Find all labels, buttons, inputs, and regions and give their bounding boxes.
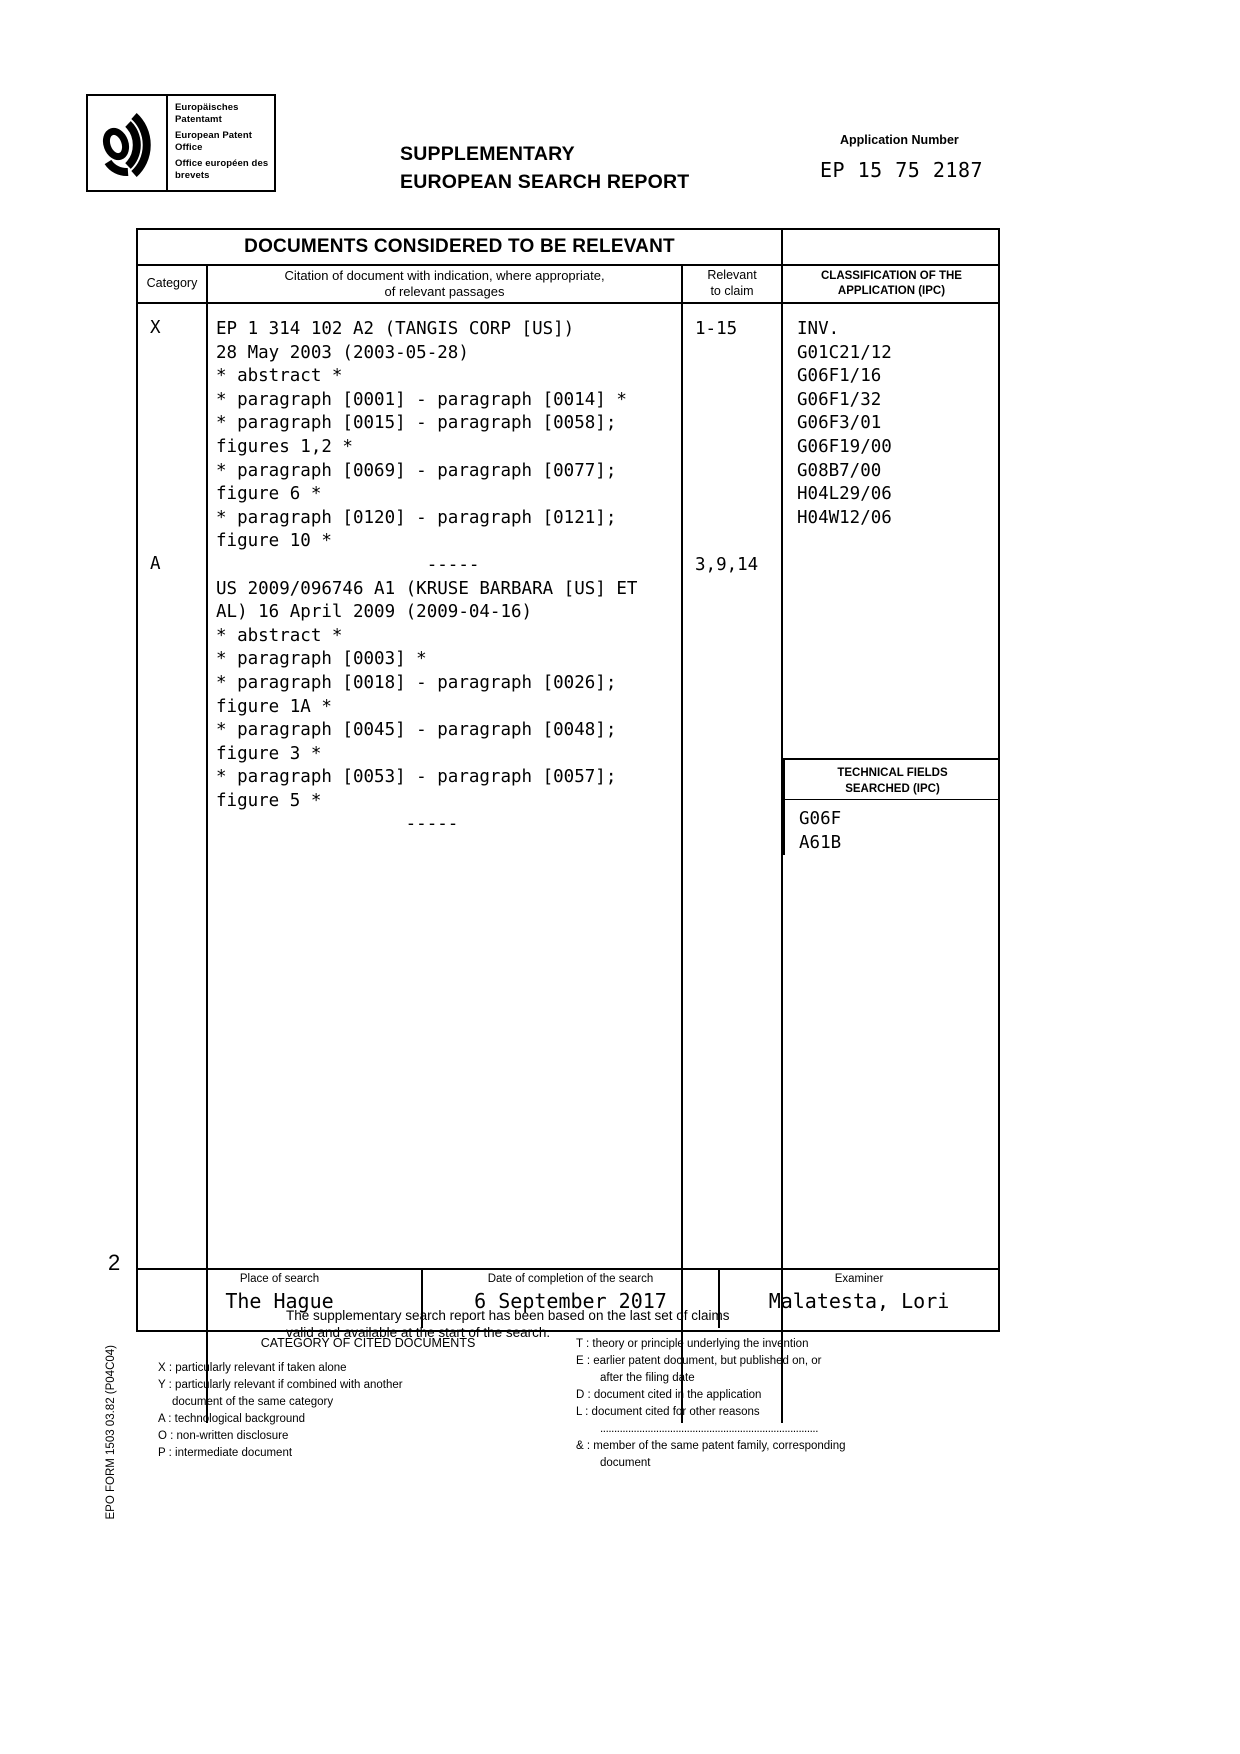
legend-item: X : particularly relevant if taken alone bbox=[158, 1360, 578, 1377]
ipc-classification-codes: INV. G01C21/12 G06F1/16 G06F1/32 G06F3/0… bbox=[797, 318, 892, 530]
report-title-line2: EUROPEAN SEARCH REPORT bbox=[400, 168, 800, 196]
place-of-search-cell: Place of search The Hague bbox=[138, 1270, 423, 1328]
column-header-classification-line2: APPLICATION (IPC) bbox=[821, 284, 962, 299]
examiner-cell: Examiner Malatesta, Lori bbox=[720, 1270, 998, 1328]
logo-text-de: Europäisches Patentamt bbox=[175, 102, 274, 125]
legend-item: & : member of the same patent family, co… bbox=[576, 1438, 996, 1455]
page-header: Europäisches Patentamt European Patent O… bbox=[0, 88, 1240, 198]
technical-fields-box: TECHNICAL FIELDS SEARCHED (IPC) G06F A61… bbox=[783, 758, 1000, 855]
technical-fields-header-line2: SEARCHED (IPC) bbox=[785, 782, 1000, 798]
legend-item: E : earlier patent document, but publish… bbox=[576, 1353, 996, 1370]
citation-text: EP 1 314 102 A2 (TANGIS CORP [US]) 28 Ma… bbox=[216, 318, 637, 837]
report-title-line1: SUPPLEMENTARY bbox=[400, 140, 800, 168]
classification-column: INV. G01C21/12 G06F1/16 G06F1/32 G06F3/0… bbox=[783, 304, 1000, 1423]
column-header-citation: Citation of document with indication, wh… bbox=[208, 266, 683, 304]
column-header-classification: CLASSIFICATION OF THE APPLICATION (IPC) bbox=[783, 266, 1000, 304]
application-number-value: EP 15 75 2187 bbox=[820, 158, 1120, 182]
application-number-label: Application Number bbox=[840, 133, 1100, 147]
date-of-completion-value: 6 September 2017 bbox=[423, 1285, 718, 1313]
legend-item: L : document cited for other reasons bbox=[576, 1404, 996, 1421]
examiner-label: Examiner bbox=[720, 1270, 998, 1285]
citation-column: EP 1 314 102 A2 (TANGIS CORP [US]) 28 Ma… bbox=[208, 304, 683, 1423]
column-header-relevant-line2: to claim bbox=[707, 284, 756, 300]
epo-logo-icon bbox=[88, 96, 168, 190]
column-header-classification-line1: CLASSIFICATION OF THE bbox=[821, 269, 962, 284]
relevant-claims-column: 1-15 3,9,14 bbox=[683, 304, 783, 1423]
column-header-relevant: Relevant to claim bbox=[683, 266, 783, 304]
legend-item: document bbox=[576, 1455, 996, 1472]
category-marker-x: X bbox=[150, 318, 161, 338]
legend-item: document of the same category bbox=[158, 1394, 578, 1411]
relevant-claims-x: 1-15 bbox=[695, 318, 737, 342]
technical-fields-header-line1: TECHNICAL FIELDS bbox=[785, 766, 1000, 782]
column-header-citation-line1: Citation of document with indication, wh… bbox=[284, 268, 604, 284]
legend-item: Y : particularly relevant if combined wi… bbox=[158, 1377, 578, 1394]
documents-table-title-spacer bbox=[783, 230, 1000, 266]
legend-item: A : technological background bbox=[158, 1411, 578, 1428]
epo-logo-box: Europäisches Patentamt European Patent O… bbox=[86, 94, 276, 192]
logo-text-en: European Patent Office bbox=[175, 130, 274, 153]
technical-fields-header: TECHNICAL FIELDS SEARCHED (IPC) bbox=[785, 760, 1000, 800]
category-column: X A bbox=[138, 304, 208, 1423]
category-marker-a: A bbox=[150, 554, 161, 574]
legend-item: after the filing date bbox=[576, 1370, 996, 1387]
documents-table: DOCUMENTS CONSIDERED TO BE RELEVANT Cate… bbox=[136, 228, 1000, 1270]
search-info-row: Place of search The Hague Date of comple… bbox=[136, 1270, 1000, 1332]
date-of-completion-label: Date of completion of the search bbox=[423, 1270, 718, 1285]
legend-item: T : theory or principle underlying the i… bbox=[576, 1336, 996, 1353]
relevant-claims-a: 3,9,14 bbox=[695, 554, 758, 578]
page-number: 2 bbox=[108, 1250, 120, 1276]
place-of-search-label: Place of search bbox=[138, 1270, 421, 1285]
search-report-page: Europäisches Patentamt European Patent O… bbox=[0, 0, 1240, 1754]
place-of-search-value: The Hague bbox=[138, 1285, 421, 1313]
column-header-category: Category bbox=[138, 266, 208, 304]
logo-text-fr: Office européen des brevets bbox=[175, 158, 274, 181]
epo-logo-text: Europäisches Patentamt European Patent O… bbox=[168, 96, 274, 190]
date-of-completion-cell: Date of completion of the search 6 Septe… bbox=[423, 1270, 720, 1328]
column-header-relevant-line1: Relevant bbox=[707, 268, 756, 284]
legend-left-column: X : particularly relevant if taken alone… bbox=[158, 1360, 578, 1462]
legend-title: CATEGORY OF CITED DOCUMENTS bbox=[158, 1336, 578, 1350]
legend-item: D : document cited in the application bbox=[576, 1387, 996, 1404]
epo-form-id: EPO FORM 1503 03.82 (P04C04) bbox=[105, 1345, 117, 1520]
category-legend: CATEGORY OF CITED DOCUMENTS X : particul… bbox=[136, 1332, 1000, 1467]
examiner-value: Malatesta, Lori bbox=[720, 1285, 998, 1313]
column-header-citation-line2: of relevant passages bbox=[284, 284, 604, 300]
legend-separator-dots: ........................................… bbox=[576, 1421, 996, 1438]
technical-fields-codes: G06F A61B bbox=[785, 800, 1000, 855]
documents-table-title: DOCUMENTS CONSIDERED TO BE RELEVANT bbox=[138, 230, 783, 266]
legend-right-column: T : theory or principle underlying the i… bbox=[576, 1336, 996, 1472]
legend-item: O : non-written disclosure bbox=[158, 1428, 578, 1445]
legend-item: P : intermediate document bbox=[158, 1445, 578, 1462]
report-title: SUPPLEMENTARY EUROPEAN SEARCH REPORT bbox=[400, 140, 800, 197]
